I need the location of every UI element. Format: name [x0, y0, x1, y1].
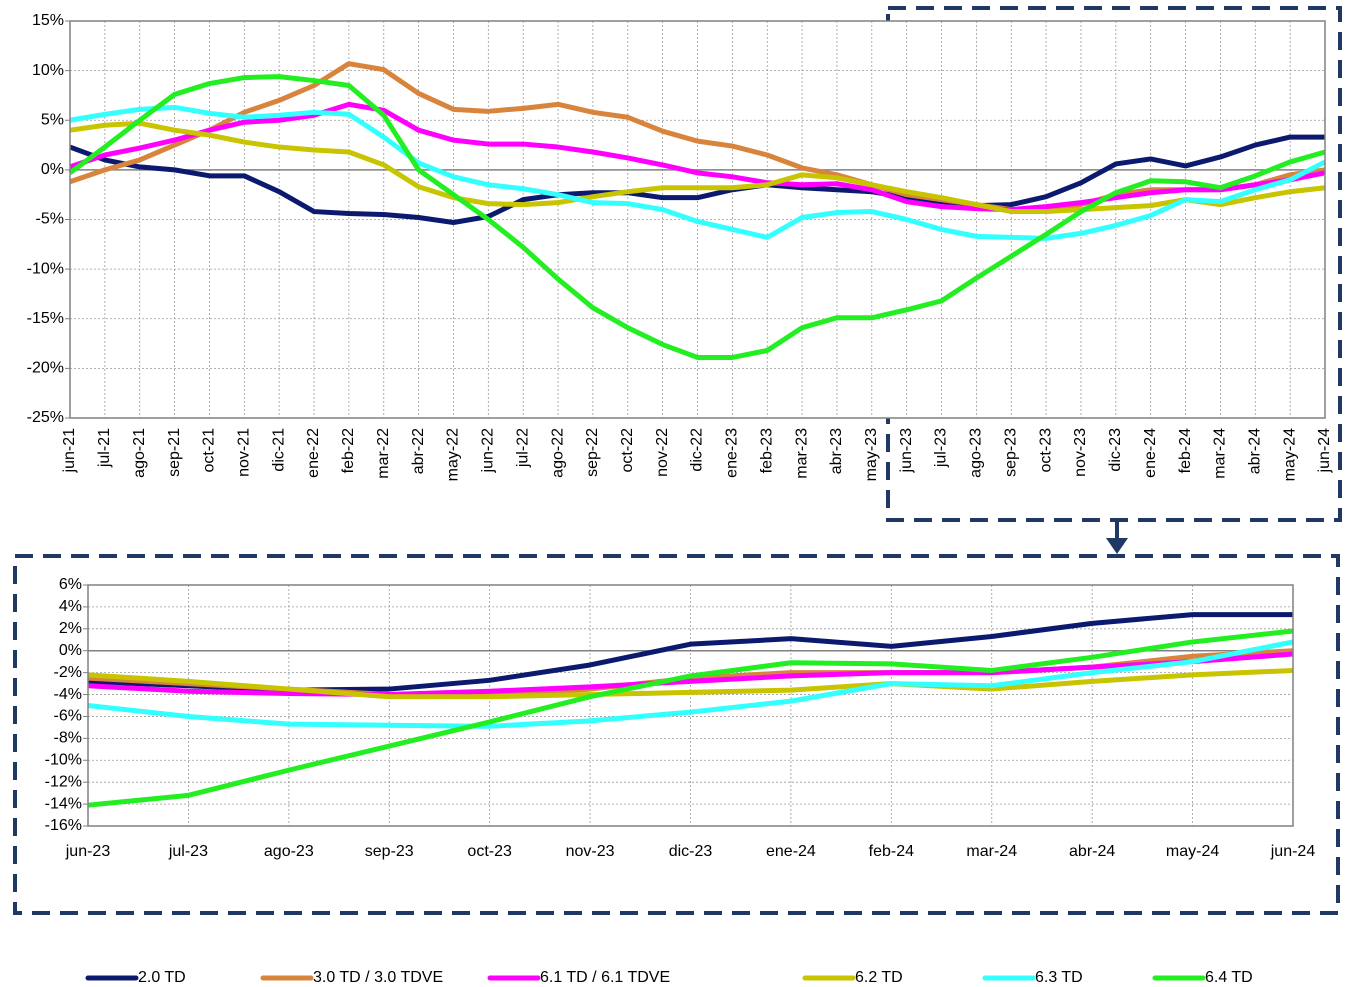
x-tick-label: abr-22 [410, 428, 427, 474]
x-tick-label: ene-24 [766, 843, 816, 860]
x-tick-label: jun-23 [65, 843, 111, 860]
x-tick-label: ene-24 [1142, 428, 1159, 478]
detail-box [13, 554, 1340, 915]
y-tick-label: 2% [59, 620, 82, 637]
x-tick-label: abr-24 [1246, 428, 1263, 474]
y-tick-label: -14% [45, 795, 82, 812]
y-tick-label: -10% [45, 751, 82, 768]
x-tick-label: may-22 [445, 428, 462, 481]
series-line [68, 74, 1326, 360]
x-tick-label: dic-23 [1107, 428, 1124, 472]
x-tick-label: jul-21 [96, 428, 113, 468]
x-tick-label: sep-23 [365, 843, 414, 860]
x-tick-label: may-24 [1281, 428, 1298, 481]
x-tick-label: mar-23 [793, 428, 810, 479]
y-tick-label: -4% [54, 686, 82, 703]
x-tick-label: abr-23 [828, 428, 845, 474]
series-line [69, 104, 1327, 241]
x-tick-label: jun-21 [61, 428, 78, 474]
y-tick-label: -5% [36, 211, 64, 228]
plot-frame [69, 20, 1326, 419]
x-tick-label: nov-23 [566, 843, 615, 860]
x-tick-label: oct-23 [467, 843, 512, 860]
x-tick-label: dic-22 [689, 428, 706, 472]
x-tick-label: jun-24 [1316, 428, 1333, 474]
y-tick-label: 5% [41, 111, 64, 128]
y-tick-label: -12% [45, 773, 82, 790]
x-tick-label: nov-22 [654, 428, 671, 477]
legend-label: 2.0 TD [138, 969, 186, 986]
y-tick-label: 4% [59, 598, 82, 615]
y-tick-label: -16% [45, 817, 82, 834]
y-tick-label: 0% [41, 161, 64, 178]
series-line [87, 651, 1294, 698]
y-tick-label: 10% [32, 62, 64, 79]
x-tick-label: sep-22 [584, 428, 601, 477]
series-line [87, 639, 1294, 729]
y-tick-label: -25% [27, 409, 64, 426]
y-tick-label: -15% [27, 310, 64, 327]
series-line [69, 120, 1326, 215]
x-tick-label: abr-24 [1069, 843, 1115, 860]
x-tick-label: feb-22 [340, 428, 357, 473]
x-tick-label: jun-23 [898, 428, 915, 474]
x-tick-label: ago-21 [131, 428, 148, 478]
x-tick-label: oct-22 [619, 428, 636, 473]
legend-label: 3.0 TD / 3.0 TDVE [313, 969, 443, 986]
x-tick-label: ago-23 [968, 428, 985, 478]
x-tick-label: feb-24 [869, 843, 914, 860]
x-tick-label: feb-24 [1177, 428, 1194, 473]
x-tick-label: nov-21 [236, 428, 253, 477]
x-tick-label: jul-23 [933, 428, 950, 468]
x-tick-label: jul-23 [168, 843, 208, 860]
zoom-box [886, 6, 1342, 522]
x-tick-label: may-24 [1166, 843, 1219, 860]
x-tick-label: jul-22 [514, 428, 531, 468]
legend-label: 6.4 TD [1205, 969, 1253, 986]
y-tick-label: -8% [54, 730, 82, 747]
x-tick-label: jun-24 [1270, 843, 1316, 860]
x-tick-label: mar-22 [375, 428, 392, 479]
x-tick-label: oct-21 [201, 428, 218, 473]
arrow-head [1106, 538, 1128, 554]
x-tick-label: sep-23 [1002, 428, 1019, 477]
x-tick-label: feb-23 [758, 428, 775, 473]
y-tick-label: -6% [54, 708, 82, 725]
legend-label: 6.3 TD [1035, 969, 1083, 986]
x-tick-label: nov-23 [1072, 428, 1089, 477]
legend-label: 6.2 TD [855, 969, 903, 986]
legend-label: 6.1 TD / 6.1 TDVE [540, 969, 670, 986]
series-line [87, 667, 1294, 700]
x-tick-label: sep-21 [166, 428, 183, 477]
y-tick-label: 0% [59, 642, 82, 659]
series-line [87, 628, 1294, 808]
y-tick-label: -20% [27, 360, 64, 377]
x-tick-label: oct-23 [1037, 428, 1054, 473]
plot-frame [87, 584, 1294, 827]
x-tick-label: ago-23 [264, 843, 314, 860]
y-tick-label: -10% [27, 260, 64, 277]
x-tick-label: jun-22 [480, 428, 497, 474]
x-tick-label: mar-24 [966, 843, 1017, 860]
x-tick-label: mar-24 [1212, 428, 1229, 479]
x-tick-label: may-23 [863, 428, 880, 481]
x-tick-label: dic-21 [270, 428, 287, 472]
x-tick-label: ene-23 [724, 428, 741, 478]
x-tick-label: ago-22 [549, 428, 566, 478]
y-tick-label: -2% [54, 664, 82, 681]
y-tick-label: 15% [32, 12, 64, 29]
x-tick-label: dic-23 [669, 843, 713, 860]
y-tick-label: 6% [59, 576, 82, 593]
series-line [69, 101, 1326, 213]
x-tick-label: ene-22 [305, 428, 322, 478]
series-line [69, 134, 1325, 225]
